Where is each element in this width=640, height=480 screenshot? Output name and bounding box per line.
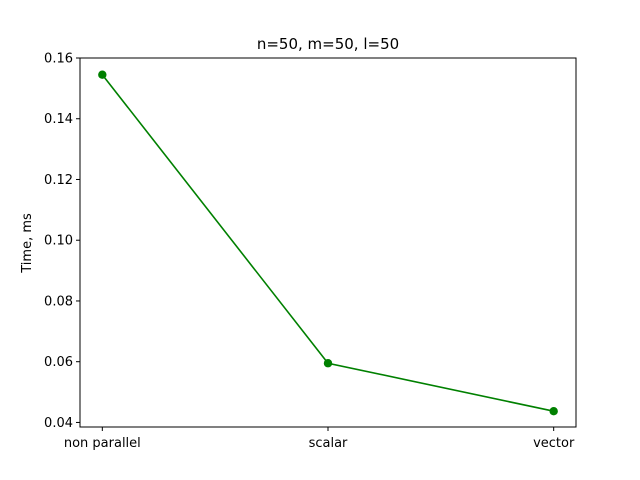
plot-area <box>98 70 558 416</box>
data-point <box>549 407 558 416</box>
data-point <box>98 70 107 79</box>
axes: 0.04 0.06 0.08 0.10 0.12 0.14 0.16 non parallel… <box>44 52 575 452</box>
y-tick-label: 0.06 <box>44 355 73 370</box>
y-tick-label: 0.12 <box>44 173 73 188</box>
y-tick-label: 0.08 <box>44 294 73 309</box>
plot-frame <box>79 57 577 428</box>
x-tick-label: vector <box>533 436 575 451</box>
y-axis-label: Time, ms <box>20 213 35 274</box>
data-point <box>323 359 333 368</box>
y-tick-label: 0.10 <box>44 234 73 249</box>
x-tick-label: scalar <box>309 436 348 451</box>
y-tick-label: 0.14 <box>44 112 73 127</box>
y-tick-label: 0.16 <box>44 52 73 67</box>
y-tick-label: 0.04 <box>44 416 73 431</box>
x-tick-label: non parallel <box>64 436 141 451</box>
chart-title: n=50, m=50, l=50 <box>257 35 399 53</box>
